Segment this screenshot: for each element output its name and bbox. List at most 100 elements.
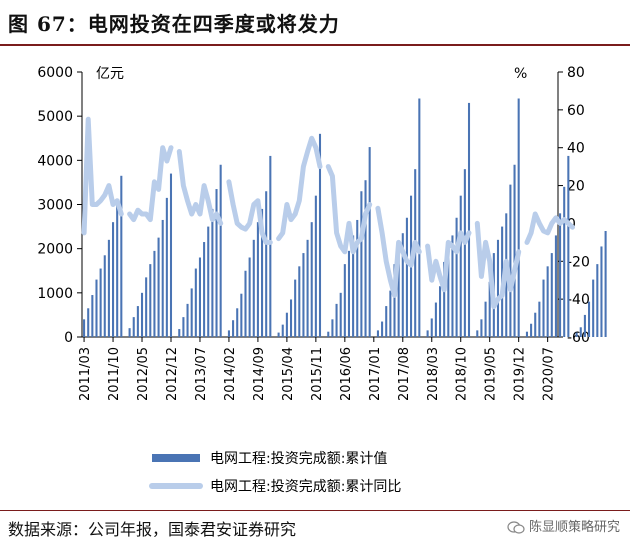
bar-mark <box>401 233 404 337</box>
bar-mark <box>356 219 359 337</box>
bar-mark <box>145 277 148 337</box>
right-axis-unit: % <box>514 66 527 82</box>
bar-mark <box>513 164 516 337</box>
bar-mark <box>190 288 193 337</box>
bar-mark <box>534 312 537 337</box>
bar-mark <box>426 330 429 337</box>
bar-mark <box>476 330 479 337</box>
bar-mark <box>517 98 520 337</box>
bar-mark <box>563 186 566 337</box>
bar-mark <box>87 308 90 337</box>
bar-mark <box>140 292 144 337</box>
bar-mark <box>575 332 578 337</box>
bar-mark <box>149 264 152 337</box>
bar-mark <box>360 191 363 337</box>
bar-mark <box>265 191 268 337</box>
bar-mark <box>219 164 222 337</box>
bar-mark <box>153 250 156 337</box>
bar-mark <box>227 330 230 337</box>
chart: 0100020003000400050006000-60-40-20020406… <box>37 65 607 495</box>
bar-mark <box>277 332 280 337</box>
bar-mark <box>604 231 607 337</box>
bar-mark <box>488 281 491 337</box>
bar-mark <box>385 306 388 337</box>
wechat-icon <box>507 520 525 534</box>
bar-mark <box>165 197 168 337</box>
bar-mark <box>107 239 110 337</box>
bar-mark <box>364 180 367 337</box>
source-rule <box>0 510 630 511</box>
bar-mark <box>600 246 603 337</box>
left-tick-label: 6000 <box>37 65 73 81</box>
bar-mark <box>451 235 454 337</box>
bar-mark <box>306 239 309 337</box>
x-tick-label: 2014/02 <box>223 347 238 401</box>
bar-mark <box>447 248 450 337</box>
bar-mark <box>459 195 462 337</box>
x-tick-label: 2011/10 <box>107 347 122 401</box>
bar-mark <box>554 235 557 337</box>
bar-mark <box>244 270 247 337</box>
bar-mark <box>368 147 371 337</box>
figure-title: 图 67：电网投资在四季度或将发力 <box>8 12 340 36</box>
bar-mark <box>525 331 528 337</box>
bar-mark <box>182 317 185 337</box>
x-tick-label: 2011/03 <box>78 347 93 401</box>
bar-mark <box>335 303 338 337</box>
x-tick-label: 2017/08 <box>397 347 412 401</box>
bar-mark <box>352 235 355 337</box>
bar-mark <box>215 189 218 337</box>
bar-mark <box>538 301 541 337</box>
x-tick-label: 2017/01 <box>368 347 383 401</box>
bar-mark <box>298 266 301 337</box>
bar-mark <box>203 242 206 337</box>
left-axis-unit: 亿元 <box>96 66 124 82</box>
bar-mark <box>583 314 586 337</box>
right-tick-label: 60 <box>567 103 585 119</box>
bar-mark <box>132 317 135 337</box>
bar-mark <box>281 324 284 337</box>
bar-mark <box>248 257 251 337</box>
bar-mark <box>376 330 379 337</box>
x-tick-label: 2012/05 <box>136 347 151 401</box>
bar-mark <box>430 318 433 337</box>
bar-mark <box>99 268 102 337</box>
bar-mark <box>546 266 549 337</box>
bar-mark <box>211 208 214 337</box>
bar-mark <box>289 299 293 337</box>
bar-mark <box>579 327 582 337</box>
bar-mark <box>530 323 533 337</box>
x-tick-label: 2015/11 <box>310 347 325 401</box>
bar-mark <box>310 222 313 337</box>
left-tick-label: 1000 <box>37 286 73 302</box>
left-tick-label: 4000 <box>37 153 73 169</box>
bar-mark <box>463 169 466 337</box>
bar-mark <box>592 279 595 337</box>
bar-mark <box>496 239 500 337</box>
bar-mark <box>588 301 591 337</box>
x-tick-label: 2014/09 <box>252 347 267 401</box>
bar-mark <box>393 264 396 337</box>
legend-bar-label: 电网工程:投资完成额:累计值 <box>210 451 387 467</box>
bar-mark <box>157 237 160 337</box>
x-tick-label: 2013/07 <box>194 347 209 401</box>
bar-mark <box>559 213 562 337</box>
x-tick-label: 2019/05 <box>484 347 499 401</box>
bar-mark <box>455 217 458 337</box>
axes-layer: 0100020003000400050006000-60-40-20020406… <box>37 65 590 401</box>
left-tick-label: 3000 <box>37 198 73 214</box>
bar-series <box>83 98 607 338</box>
watermark-text: 陈显顺策略研究 <box>528 520 620 535</box>
line-series <box>81 116 575 310</box>
x-tick-label: 2015/04 <box>281 347 296 401</box>
bar-mark <box>256 222 259 337</box>
right-tick-label: -60 <box>567 330 590 346</box>
bar-mark <box>103 255 106 337</box>
bar-mark <box>542 279 545 337</box>
bar-mark <box>327 331 330 337</box>
bar-mark <box>285 312 288 337</box>
bar-mark <box>302 253 305 337</box>
bar-mark <box>161 219 164 337</box>
bar-mark <box>509 184 512 337</box>
title-rule <box>0 44 630 46</box>
